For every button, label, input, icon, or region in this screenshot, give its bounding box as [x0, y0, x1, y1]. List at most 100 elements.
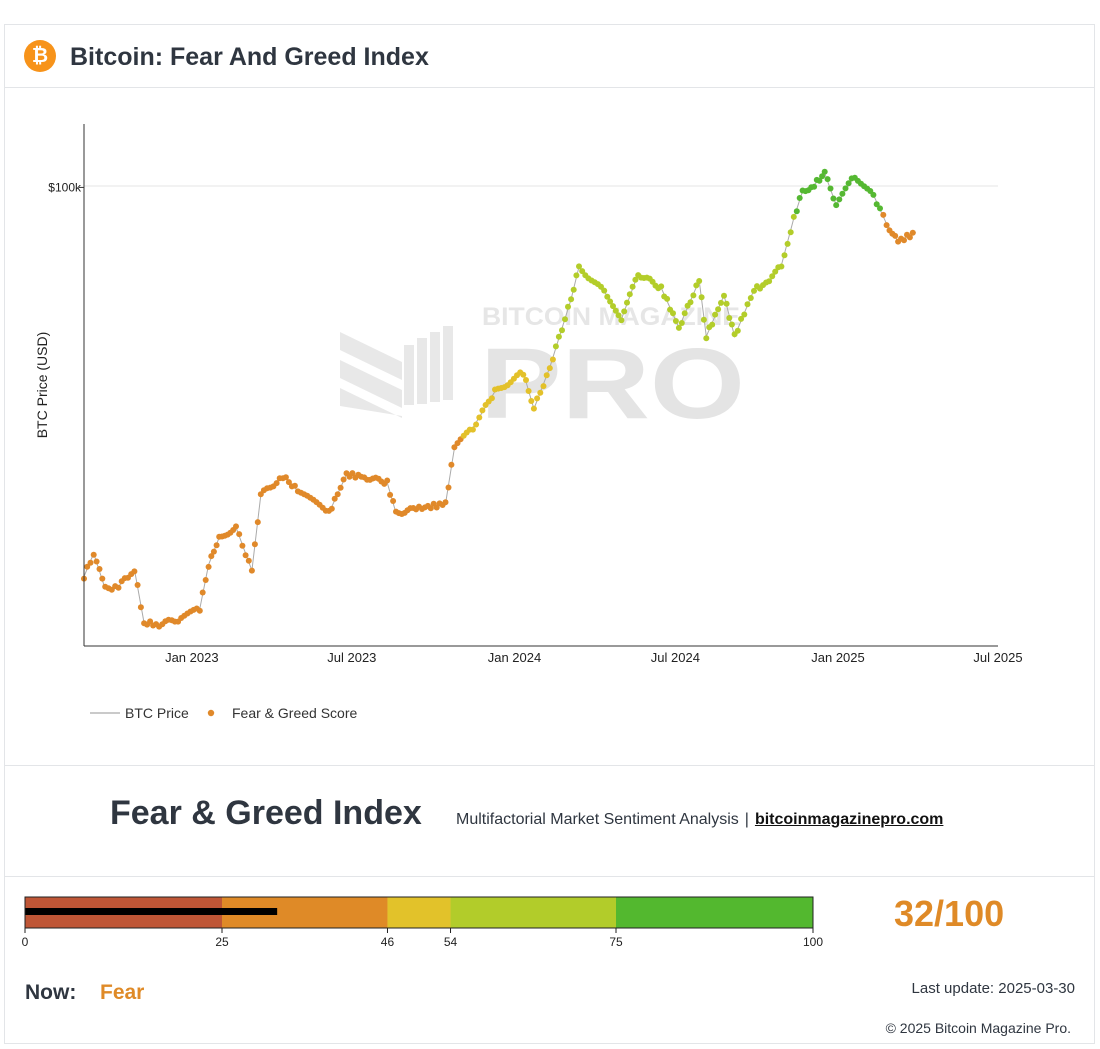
fg-score-dot: [715, 306, 722, 313]
fg-score-dot: [728, 321, 735, 328]
y-axis-ticks: $100k: [48, 180, 84, 194]
fg-score-dot: [703, 335, 710, 342]
fg-score-dot: [115, 584, 122, 591]
fg-score-dot: [709, 321, 716, 328]
fg-score-dot: [202, 577, 209, 583]
fg-score-dot: [696, 278, 703, 284]
fg-score-dot: [601, 287, 608, 294]
legend-dot-swatch: [207, 709, 215, 717]
fg-score-dot: [84, 563, 91, 570]
page-frame: [4, 24, 1095, 1044]
fg-score-dot: [257, 491, 264, 498]
fg-score-dot: [610, 303, 616, 310]
fg-score-dot: [821, 168, 828, 175]
fg-score-dot: [880, 211, 887, 218]
section-divider: [4, 765, 1095, 766]
fg-score-dot: [565, 303, 571, 310]
x-tick-label: Jan 2023: [165, 650, 219, 665]
fg-score-dot: [328, 505, 335, 512]
gauge-segment: [387, 897, 451, 928]
fg-score-dot: [530, 405, 537, 412]
gauge-value-bar: [25, 908, 278, 915]
fg-score-dot: [839, 190, 846, 197]
fg-score-dot: [239, 542, 246, 549]
fear-greed-gauge: 0 25 46 54 75 100: [22, 896, 823, 949]
fg-score-dot: [769, 273, 776, 280]
fg-score-dot: [690, 292, 697, 299]
fg-score-dot: [658, 283, 665, 290]
fg-score-dot: [618, 317, 625, 324]
x-tick-label: Jan 2025: [811, 650, 865, 665]
gauge-border: [24, 896, 814, 929]
fg-score-dot: [387, 491, 394, 498]
legend: BTC Price Fear & Greed Score: [90, 705, 357, 721]
fg-score-dot: [796, 195, 803, 201]
gauge-tick-label: 100: [803, 935, 823, 949]
fg-score-dot: [793, 208, 800, 215]
fg-score-dot: [384, 477, 391, 484]
fg-score-dot: [784, 240, 791, 247]
fg-score-dot: [698, 294, 705, 301]
fg-score-dot: [523, 377, 529, 383]
fg-score-dot: [99, 575, 106, 582]
fg-score-dot: [877, 205, 883, 212]
fg-score-dot: [543, 372, 550, 379]
gauge-segments: [25, 897, 813, 928]
fg-score-dot: [233, 523, 239, 530]
fg-score-dot: [568, 296, 575, 303]
fg-score-dot: [615, 312, 622, 319]
fg-score-dot: [546, 365, 553, 372]
fg-score-dot: [534, 395, 541, 402]
fg-score-dot: [445, 484, 452, 491]
fg-score-dot: [476, 414, 483, 421]
fg-score-dot: [906, 234, 913, 241]
x-tick-label: Jul 2024: [651, 650, 700, 665]
x-tick-label: Jul 2025: [973, 650, 1022, 665]
fg-score-dot: [751, 287, 757, 294]
fg-score-dot: [488, 395, 495, 402]
fg-score-dot: [700, 316, 707, 323]
fg-score-dot: [604, 293, 611, 300]
fg-score-dot: [331, 495, 338, 502]
fg-score-dot: [632, 276, 639, 283]
fg-score-dot: [552, 343, 559, 350]
fg-score-dot: [624, 299, 630, 306]
fg-score-dot: [741, 311, 748, 318]
gauge-tick-label: 25: [215, 935, 229, 949]
fg-score-dot: [448, 461, 455, 468]
fg-score-dot: [210, 548, 217, 555]
fg-score-dot: [607, 298, 614, 305]
fg-score-dot: [540, 383, 547, 390]
fg-score-dot: [273, 480, 280, 487]
fg-score-dot: [845, 180, 852, 187]
section-divider: [4, 876, 1095, 877]
fg-score-dot: [93, 558, 100, 565]
fg-score-dot: [427, 505, 434, 512]
fg-score-dot: [562, 316, 568, 323]
fg-score-dot: [738, 315, 745, 322]
fg-score-dot: [909, 229, 916, 236]
fg-score-dot: [196, 607, 203, 614]
fg-score-dot: [451, 444, 458, 451]
fg-score-dot: [528, 398, 535, 404]
fg-score-dot: [90, 551, 97, 558]
fg-score-dot: [520, 371, 527, 378]
fg-score-dot: [766, 278, 773, 285]
fg-score-dot: [254, 519, 261, 526]
fg-score-dot: [469, 426, 476, 433]
website-link[interactable]: bitcoinmagazinepro.com: [754, 811, 944, 828]
legend-label-fear-greed: Fear & Greed Score: [232, 705, 357, 721]
fg-score-dot: [147, 618, 154, 625]
fg-score-dot: [576, 263, 582, 270]
last-update: Last update: 2025-03-30: [911, 980, 1075, 997]
fg-score-dot: [236, 531, 243, 538]
fg-score-dot: [349, 470, 356, 477]
fg-score-dot: [873, 201, 880, 208]
fg-score-dot: [787, 229, 794, 236]
watermark-big-text: PRO: [480, 328, 745, 440]
fg-score-dot: [537, 389, 544, 396]
fg-score-dot: [612, 307, 619, 314]
fg-score-dot: [579, 268, 586, 275]
x-tick-label: Jul 2023: [327, 650, 376, 665]
